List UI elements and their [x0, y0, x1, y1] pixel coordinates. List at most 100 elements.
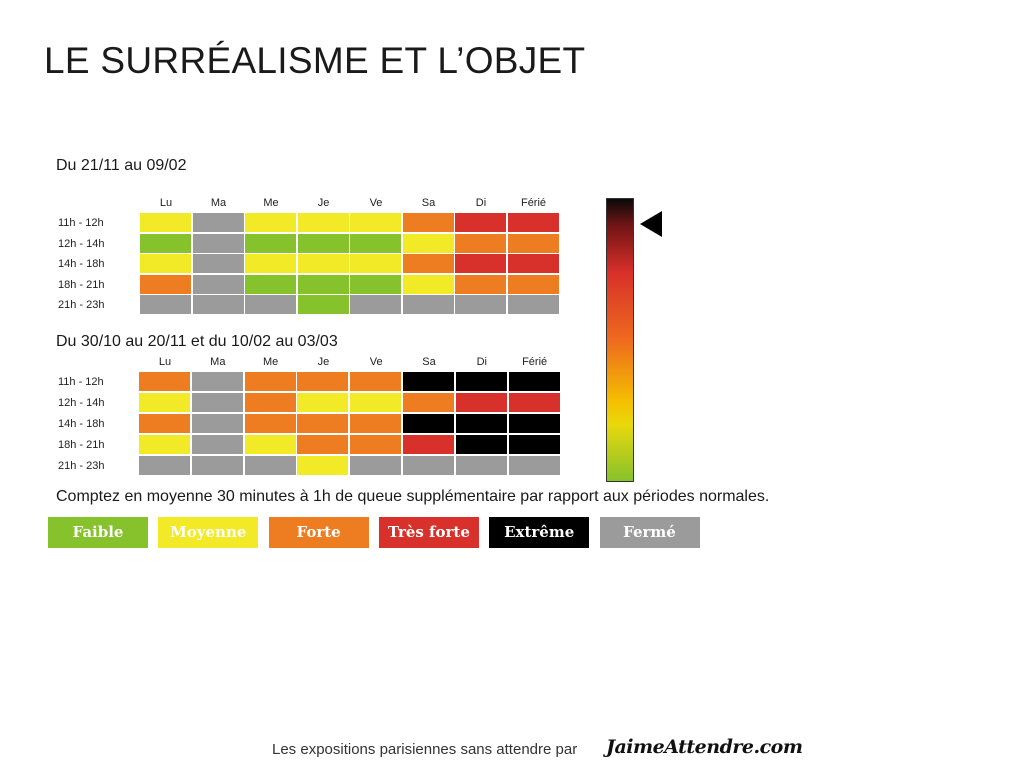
heatmap-cell: [350, 372, 402, 391]
day-label: Je: [317, 197, 330, 209]
legend-item-moyenne: Moyenne: [158, 517, 259, 548]
heatmap-cell: [350, 274, 401, 294]
heatmap-cell: [402, 274, 454, 294]
day-label: Lu: [159, 197, 173, 209]
day-label: Di: [475, 197, 487, 209]
heatmap-cell: [350, 295, 401, 315]
heatmap-cell: [455, 274, 506, 294]
day-label: Me: [263, 197, 279, 209]
heatmap-cell: [403, 435, 454, 454]
heatmap-cell: [508, 456, 560, 475]
heatmap-cell: [455, 254, 506, 274]
heatmap-cell: [191, 393, 243, 412]
day-label: Je: [317, 356, 330, 368]
page-title: LE SURRÉALISME ET L’OBJET: [44, 40, 586, 81]
heatmap-cell: [140, 213, 191, 232]
time-slot-label: 18h - 21h: [58, 439, 105, 451]
time-slot-label: 11h - 12h: [58, 376, 104, 388]
heatmap-cell: [191, 372, 243, 391]
brand-logo: JaimeAttendre.com: [606, 736, 803, 758]
heatmap-cell: [297, 414, 349, 433]
heatmap-cell: [192, 213, 244, 232]
heatmap-cell: [455, 295, 506, 315]
heatmap-cell: [191, 456, 243, 475]
heatmap-period-2: Lu Ma Me Je Ve Sa Di Férié 11h - 12h 12h - 14h 14h…: [58, 356, 568, 480]
heatmap-cell: [297, 254, 349, 274]
heatmap-cell: [192, 254, 244, 274]
heatmap-cell: [139, 372, 190, 391]
heatmap-cell: [192, 233, 244, 253]
heatmap-cell: [245, 295, 296, 315]
heatmap-cell: [139, 393, 190, 412]
heatmap-cell: [403, 372, 454, 391]
heatmap-cell: [192, 274, 244, 294]
heatmap-cell: [191, 435, 243, 454]
heatmap-cell: [455, 393, 507, 412]
heatmap-cell: [245, 233, 296, 253]
legend-item-tres_forte: Très forte: [378, 517, 479, 548]
heatmap-cell: [245, 274, 296, 294]
day-label: Ve: [369, 356, 383, 368]
time-slot-label: 11h - 12h: [58, 217, 104, 229]
heatmap-cell: [297, 393, 349, 412]
day-label: Férié: [522, 356, 548, 368]
legend-item-extreme: Extrême: [489, 517, 590, 548]
heatmap-cell: [244, 372, 296, 391]
day-label: Sa: [421, 197, 436, 209]
heatmap-cell: [507, 295, 559, 315]
heatmap-cell: [507, 233, 559, 253]
footer-text: Les expositions parisiennes sans attendr…: [272, 741, 578, 758]
heatmap-cell: [140, 233, 191, 253]
heatmap-cell: [402, 213, 454, 232]
heatmap-cell: [507, 254, 559, 274]
heatmap-cell: [455, 456, 507, 475]
time-slot-label: 12h - 14h: [58, 237, 105, 250]
heatmap-cell: [297, 213, 349, 232]
crowd-gauge: [606, 198, 634, 482]
heatmap-cell: [402, 295, 454, 315]
heatmap-cell: [297, 372, 349, 391]
heatmap-cell: [455, 213, 506, 232]
legend-item-forte: Forte: [268, 517, 369, 548]
heatmap-cell: [350, 393, 402, 412]
time-slot-label: 12h - 14h: [58, 397, 105, 409]
heatmap-cell: [402, 254, 454, 274]
legend-item-ferme: Fermé: [599, 517, 700, 548]
heatmap-cell: [350, 254, 401, 274]
heatmap-cell: [402, 233, 454, 253]
heatmap-cell: [455, 372, 507, 391]
heatmap-cell: [245, 213, 296, 232]
time-slot-label: 14h - 18h: [58, 258, 105, 271]
period-label-1: Du 21/11 au 09/02: [56, 157, 187, 174]
heatmap-cell: [350, 414, 402, 433]
heatmap-cell: [297, 456, 349, 475]
time-slot-label: 18h - 21h: [58, 278, 105, 291]
heatmap-cell: [455, 233, 506, 253]
heatmap-cell: [139, 414, 190, 433]
time-slot-label: 14h - 18h: [58, 418, 105, 430]
day-label: Lu: [158, 356, 172, 368]
day-label: Ve: [369, 197, 383, 209]
day-label: Di: [476, 356, 487, 368]
heatmap-cell: [297, 274, 349, 294]
day-label: Ma: [210, 356, 226, 368]
heatmap-cell: [192, 295, 244, 315]
heatmap-cell: [297, 233, 349, 253]
heatmap-period-1: Lu Ma Me Je Ve Sa Di Férié 11h - 12h 12h - 14h 14h…: [58, 197, 568, 317]
heatmap-cell: [507, 213, 559, 232]
heatmap-cell: [508, 414, 560, 433]
heatmap-cell: [350, 233, 401, 253]
day-label: Sa: [422, 356, 436, 368]
heatmap-cell: [244, 435, 296, 454]
gauge-pointer-icon: [640, 210, 662, 237]
heatmap-cell: [403, 414, 454, 433]
period-label-2: Du 30/10 au 20/11 et du 10/02 au 03/03: [56, 333, 338, 350]
heatmap-cell: [244, 393, 296, 412]
heatmap-cell: [140, 274, 191, 294]
heatmap-cell: [140, 254, 191, 274]
heatmap-cell: [403, 393, 454, 412]
heatmap-cell: [508, 393, 560, 412]
heatmap-cell: [455, 414, 507, 433]
heatmap-cell: [244, 456, 296, 475]
time-slot-label: 21h - 23h: [58, 460, 105, 472]
